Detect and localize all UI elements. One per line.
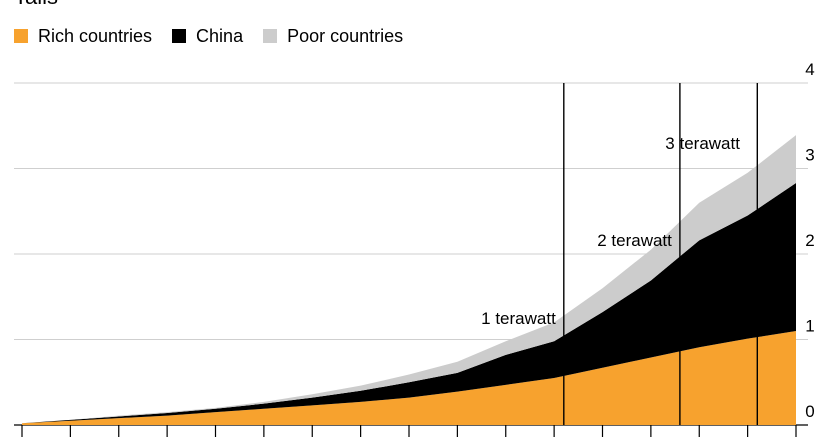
y-tick-label-0: 0 [805,402,814,421]
legend-label-rich-countries: Rich countries [38,26,153,46]
area-poor-countries [22,135,796,424]
y-tick-label-2: 2 [805,231,814,250]
area-rich-countries [22,330,796,425]
area-china [22,183,796,424]
legend: Rich countries China Poor countries [14,26,423,46]
legend-swatch-china [172,29,187,43]
legend-item-poor-countries: Poor countries [263,26,403,46]
legend-swatch-rich-countries [14,29,28,43]
annotation-label-3: 3 terawatt [665,134,740,153]
annotation-label-1: 1 terawatt [481,309,556,328]
legend-item-rich-countries: Rich countries [14,26,152,46]
legend-item-china: China [172,26,243,46]
legend-label-poor-countries: Poor countries [287,26,404,46]
annotation-label-2: 2 terawatt [597,231,672,250]
chart-title-fragment: Talls [14,0,58,8]
legend-swatch-poor-countries [263,29,278,43]
legend-label-china: China [196,26,244,46]
y-tick-label-3: 3 [805,146,814,165]
y-tick-label-1: 1 [805,317,814,336]
y-tick-label-4: 4 [805,60,814,79]
